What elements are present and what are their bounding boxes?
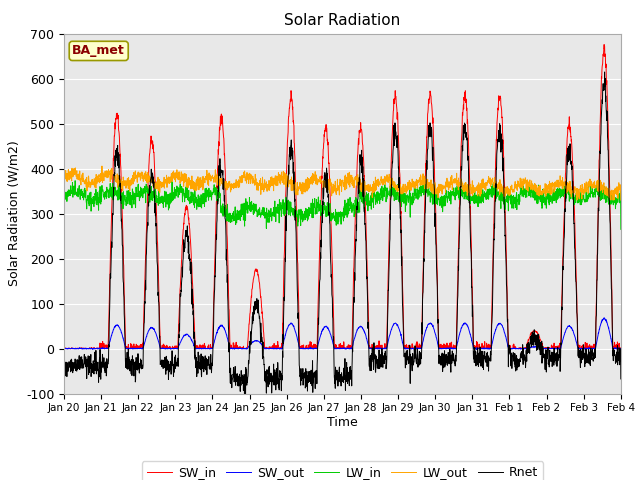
SW_out: [116, 325, 124, 331]
Rnet: [236, 377, 244, 383]
Rnet: [60, 365, 68, 371]
Legend: SW_in, SW_out, LW_in, LW_out, Rnet: SW_in, SW_out, LW_in, LW_out, Rnet: [142, 461, 543, 480]
LW_out: [376, 182, 384, 188]
X-axis label: Time: Time: [327, 416, 358, 429]
SW_out: [542, 346, 550, 351]
SW_in: [617, 346, 625, 351]
SW_in: [600, 42, 608, 48]
SW_in: [60, 346, 68, 351]
LW_in: [617, 227, 625, 232]
Line: LW_in: LW_in: [64, 180, 621, 229]
Line: SW_out: SW_out: [64, 318, 621, 349]
SW_out: [617, 346, 625, 351]
SW_in: [609, 343, 617, 349]
SW_out: [60, 346, 68, 351]
Rnet: [241, 401, 248, 407]
LW_out: [60, 174, 68, 180]
LW_in: [376, 195, 384, 201]
LW_in: [510, 197, 518, 203]
Line: LW_out: LW_out: [64, 166, 621, 200]
SW_out: [236, 345, 244, 351]
Rnet: [617, 376, 625, 382]
Rnet: [116, 173, 124, 179]
SW_in: [376, 346, 384, 351]
LW_out: [510, 189, 518, 195]
Rnet: [376, 360, 384, 365]
Title: Solar Radiation: Solar Radiation: [284, 13, 401, 28]
LW_in: [609, 199, 617, 204]
Rnet: [542, 355, 550, 361]
SW_out: [609, 346, 617, 351]
SW_out: [510, 345, 518, 351]
LW_in: [542, 198, 550, 204]
Rnet: [601, 69, 609, 75]
LW_in: [60, 194, 68, 200]
LW_out: [236, 174, 244, 180]
Text: BA_met: BA_met: [72, 44, 125, 58]
SW_out: [376, 346, 383, 351]
Rnet: [510, 352, 518, 358]
SW_in: [510, 343, 518, 349]
Rnet: [609, 358, 617, 363]
LW_out: [609, 188, 617, 193]
LW_out: [573, 197, 581, 203]
SW_out: [472, 347, 480, 352]
LW_out: [542, 190, 550, 195]
Y-axis label: Solar Radiation (W/m2): Solar Radiation (W/m2): [7, 141, 20, 287]
SW_out: [600, 315, 608, 321]
LW_in: [236, 208, 244, 214]
SW_in: [236, 344, 244, 349]
SW_in: [542, 345, 550, 350]
Line: Rnet: Rnet: [64, 72, 621, 404]
SW_in: [60, 346, 68, 351]
Line: SW_in: SW_in: [64, 45, 621, 348]
LW_in: [71, 178, 79, 183]
SW_in: [116, 143, 124, 149]
LW_out: [98, 163, 106, 169]
LW_out: [617, 197, 625, 203]
LW_out: [116, 176, 124, 181]
LW_in: [116, 189, 124, 195]
